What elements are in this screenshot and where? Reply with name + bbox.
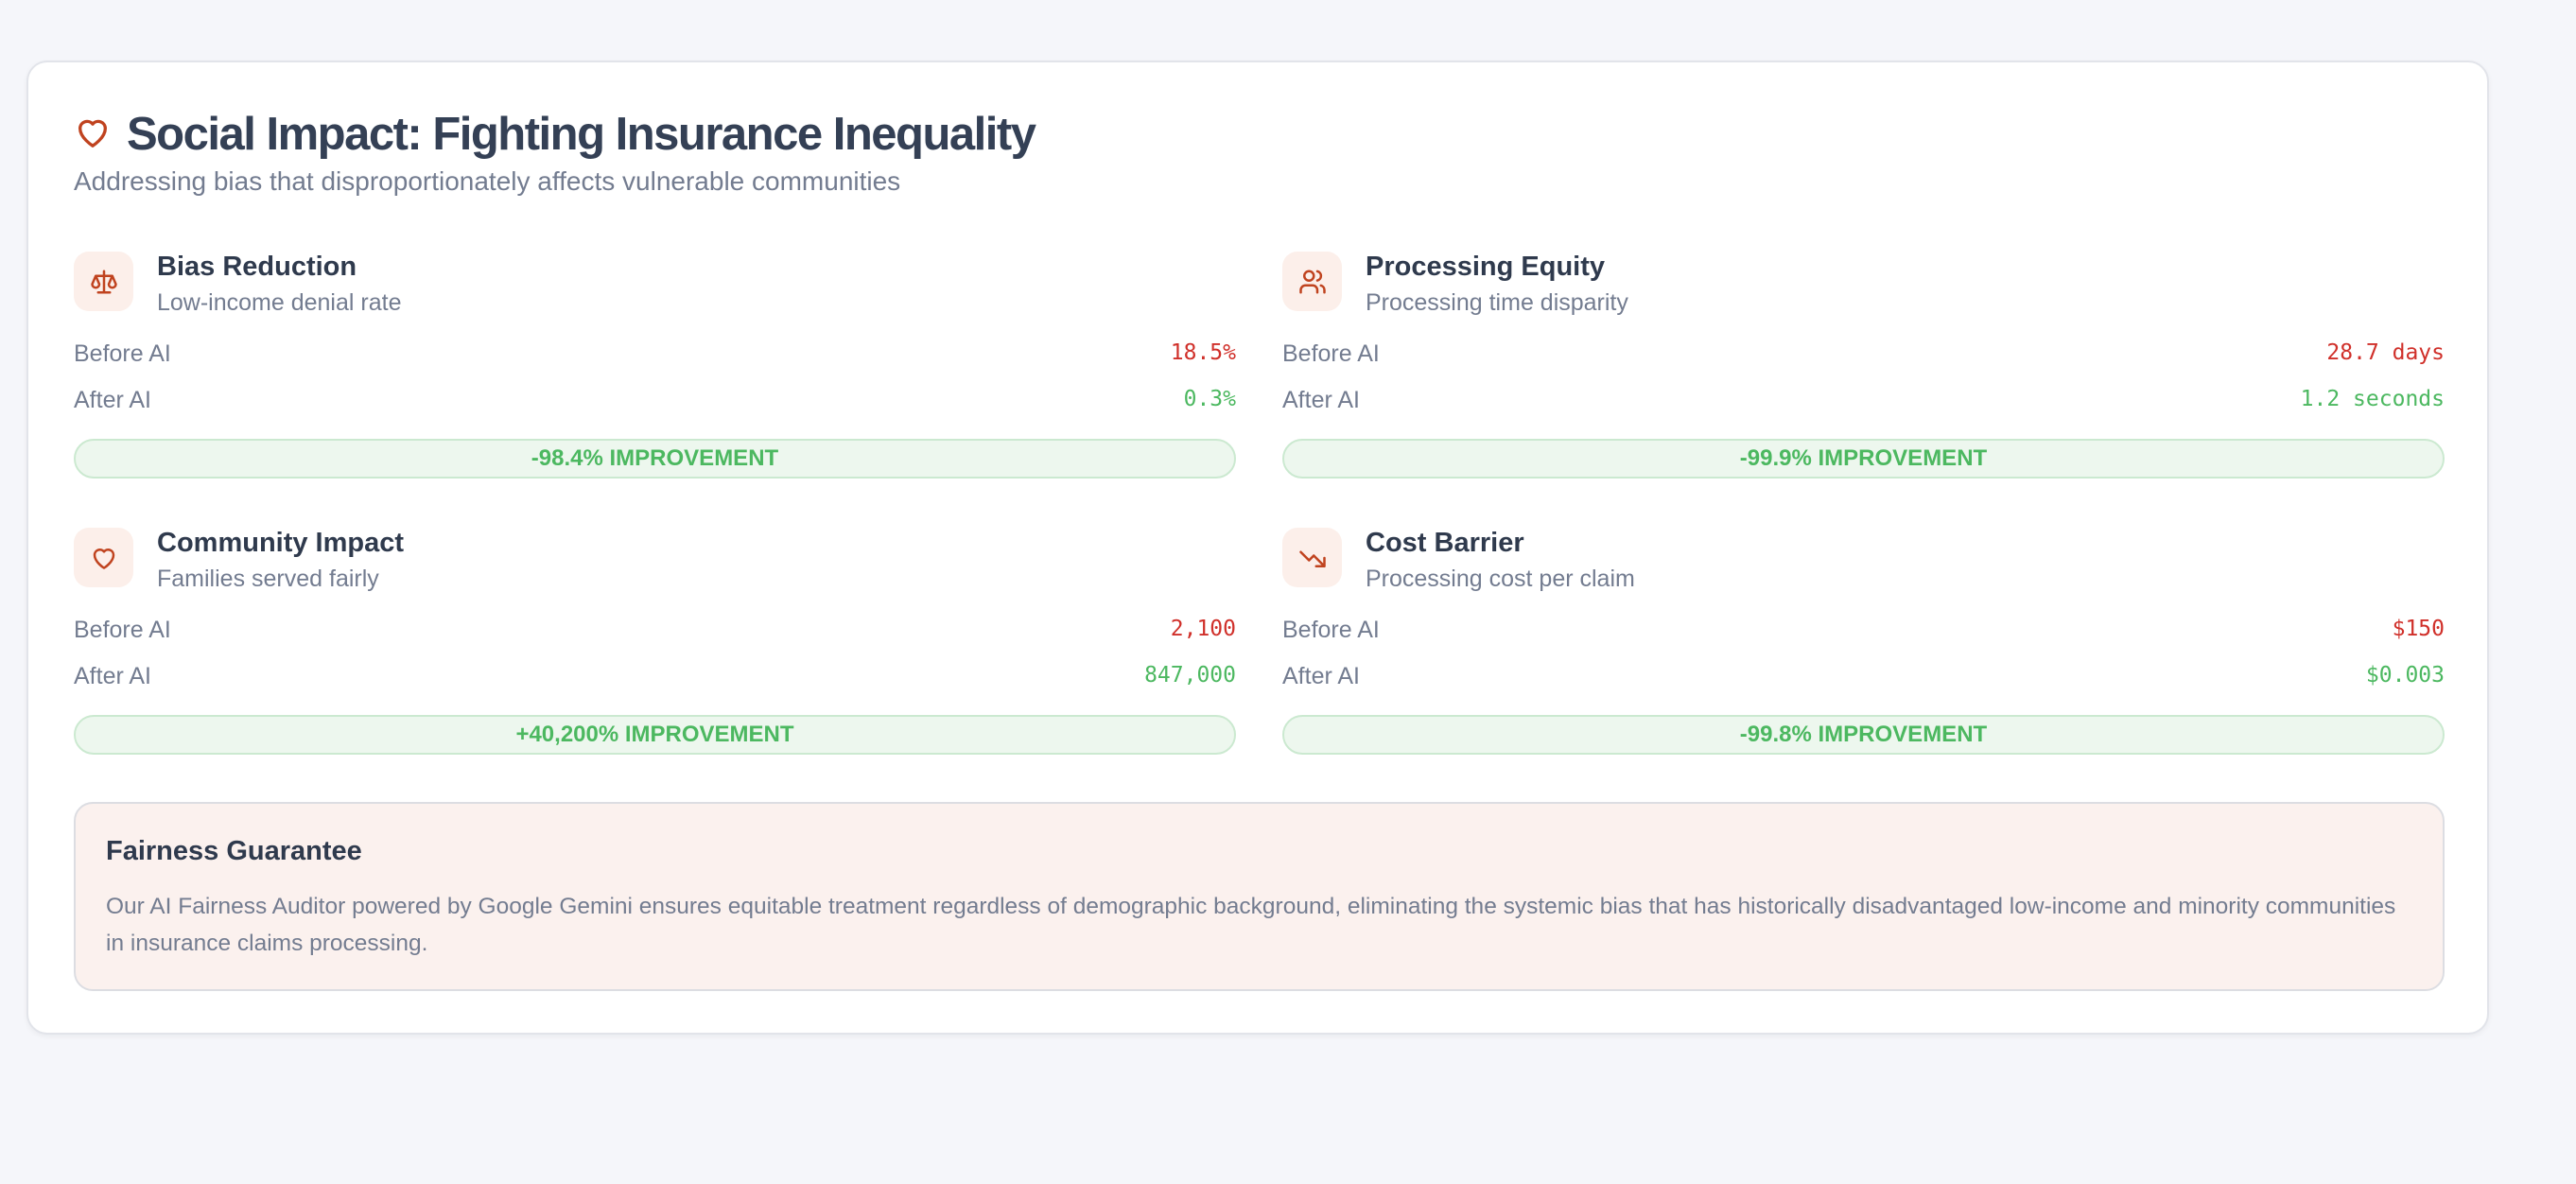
before-value: $150 [2392,617,2445,641]
metric-processing-equity: Processing Equity Processing time dispar… [1282,252,2445,488]
scale-icon [74,252,133,311]
before-label: Before AI [74,617,171,643]
after-value: 1.2 seconds [2300,387,2445,411]
after-row: After AI 0.3% [74,387,1236,414]
metric-subtitle: Processing cost per claim [1366,566,1635,592]
before-value: 28.7 days [2326,340,2445,365]
metric-cost-barrier: Cost Barrier Processing cost per claim B… [1282,528,2445,764]
improvement-badge: +40,200% IMPROVEMENT [74,715,1236,755]
after-value: 0.3% [1183,387,1236,411]
before-label: Before AI [74,340,171,367]
before-label: Before AI [1282,617,1380,643]
fairness-text: Our AI Fairness Auditor powered by Googl… [106,894,2396,956]
after-label: After AI [1282,663,1360,689]
after-label: After AI [74,663,151,689]
heart-icon [74,113,112,156]
before-value: 18.5% [1170,340,1236,365]
metric-title: Community Impact [157,528,405,558]
before-row: Before AI 2,100 [74,617,1236,644]
metric-title: Processing Equity [1366,252,1606,282]
after-value: 847,000 [1144,663,1236,688]
card-header: Social Impact: Fighting Insurance Inequa… [74,108,1036,161]
metric-subtitle: Processing time disparity [1366,289,1628,316]
metric-subtitle: Low-income denial rate [157,289,402,316]
metric-community-impact: Community Impact Families served fairly … [74,528,1236,764]
after-row: After AI 847,000 [74,663,1236,690]
fairness-guarantee-panel: Fairness Guarantee Our AI Fairness Audit… [74,802,2445,991]
after-label: After AI [74,387,151,413]
improvement-badge: -99.9% IMPROVEMENT [1282,439,2445,479]
heart-icon [74,528,133,587]
page-title: Social Impact: Fighting Insurance Inequa… [127,109,1036,160]
after-label: After AI [1282,387,1360,413]
trending-down-icon [1282,528,1342,587]
before-value: 2,100 [1170,617,1236,641]
fairness-title: Fairness Guarantee [106,836,362,866]
after-row: After AI 1.2 seconds [1282,387,2445,414]
before-row: Before AI 18.5% [74,340,1236,368]
after-row: After AI $0.003 [1282,663,2445,690]
improvement-badge: -98.4% IMPROVEMENT [74,439,1236,479]
metric-title: Bias Reduction [157,252,357,282]
metric-bias-reduction: Bias Reduction Low-income denial rate Be… [74,252,1236,488]
after-value: $0.003 [2365,663,2445,688]
before-label: Before AI [1282,340,1380,367]
social-impact-card: Social Impact: Fighting Insurance Inequa… [26,61,2489,1035]
metric-subtitle: Families served fairly [157,566,379,592]
improvement-badge: -99.8% IMPROVEMENT [1282,715,2445,755]
page-subtitle: Addressing bias that disproportionately … [74,166,901,196]
metric-title: Cost Barrier [1366,528,1524,558]
users-icon [1282,252,1342,311]
before-row: Before AI 28.7 days [1282,340,2445,368]
before-row: Before AI $150 [1282,617,2445,644]
